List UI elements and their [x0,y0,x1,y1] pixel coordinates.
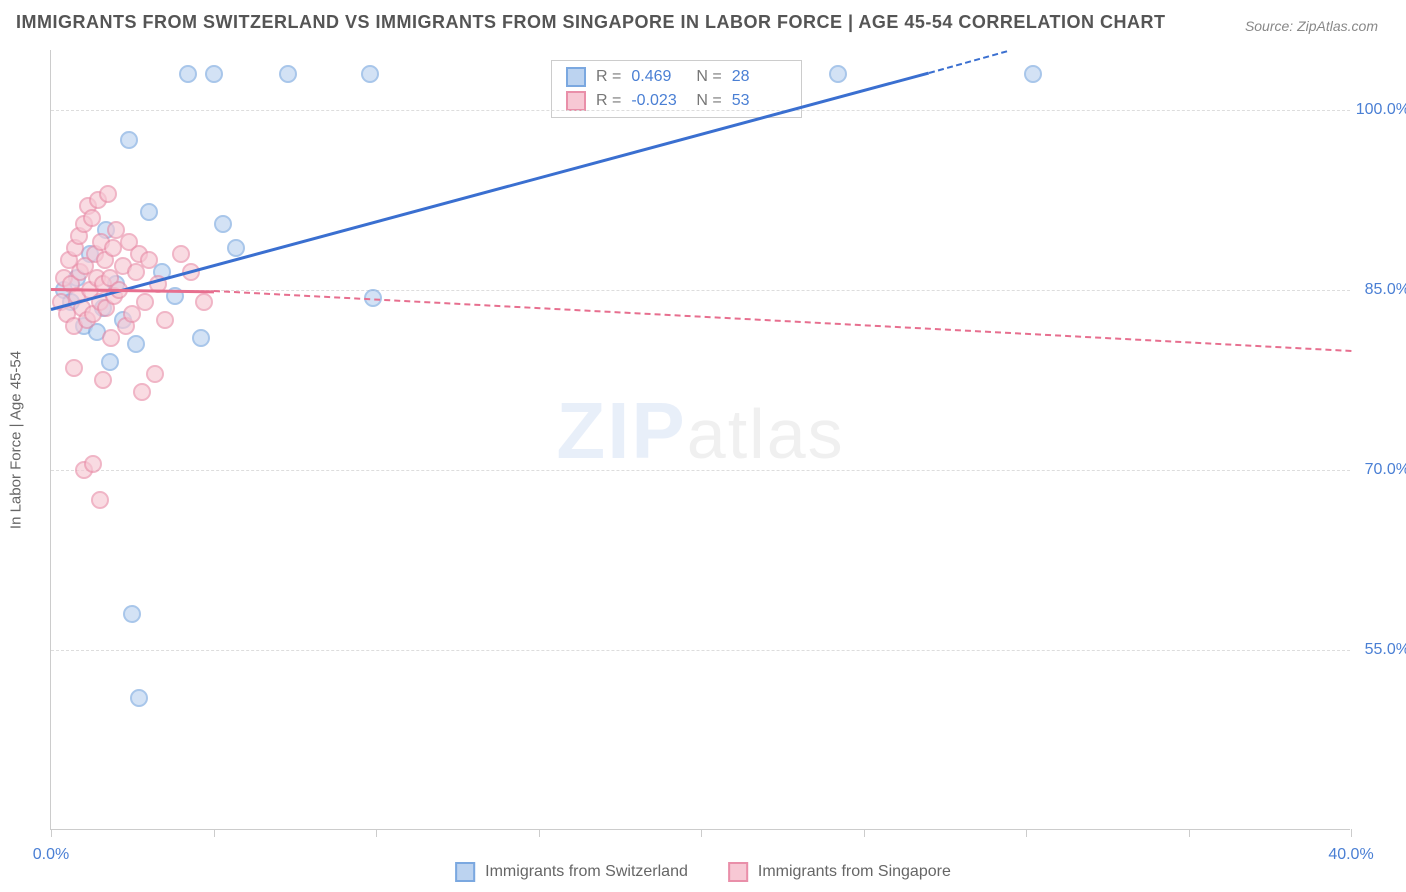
scatter-point [83,209,101,227]
scatter-point [227,239,245,257]
scatter-point [179,65,197,83]
bottom-legend: Immigrants from Switzerland Immigrants f… [455,862,951,882]
scatter-point [65,359,83,377]
stats-swatch [566,91,586,111]
scatter-point [140,251,158,269]
trend-line [51,72,929,311]
scatter-point [130,689,148,707]
legend-label-singapore: Immigrants from Singapore [758,863,951,881]
trend-line-extrapolation [928,50,1006,74]
gridline [51,470,1350,471]
scatter-point [279,65,297,83]
scatter-point [192,329,210,347]
trend-line-extrapolation [213,290,1351,352]
r-label: R = [596,92,621,110]
legend-label-switzerland: Immigrants from Switzerland [485,863,688,881]
y-axis-label: In Labor Force | Age 45-54 [8,350,25,528]
x-tick [376,829,377,837]
x-tick [1351,829,1352,837]
scatter-point [136,293,154,311]
scatter-point [195,293,213,311]
scatter-point [146,365,164,383]
x-tick-label: 0.0% [33,846,69,864]
scatter-point [84,455,102,473]
x-tick [864,829,865,837]
chart-area: In Labor Force | Age 45-54 ZIPatlas R =0… [50,50,1350,830]
n-label: N = [696,92,721,110]
stats-legend-row: R = 0.469 N = 28 [566,67,787,87]
scatter-point [156,311,174,329]
stats-legend-row: R = -0.023 N = 53 [566,91,787,111]
x-tick [1189,829,1190,837]
scatter-point [120,131,138,149]
r-value: -0.023 [631,92,686,110]
watermark: ZIPatlas [556,384,844,476]
scatter-point [127,335,145,353]
scatter-point [99,185,117,203]
scatter-point [205,65,223,83]
x-tick [701,829,702,837]
scatter-point [91,491,109,509]
source-label: Source: ZipAtlas.com [1245,18,1378,34]
legend-swatch-switzerland [455,862,475,882]
scatter-point [94,371,112,389]
watermark-light: atlas [687,394,845,472]
scatter-point [123,605,141,623]
y-tick-label: 85.0% [1365,281,1406,299]
gridline [51,110,1350,111]
watermark-bold: ZIP [556,385,686,474]
scatter-point [102,329,120,347]
n-value: 53 [732,92,787,110]
y-tick-label: 70.0% [1365,461,1406,479]
stats-swatch [566,67,586,87]
scatter-point [140,203,158,221]
r-value: 0.469 [631,68,686,86]
legend-swatch-singapore [728,862,748,882]
n-value: 28 [732,68,787,86]
legend-item-switzerland: Immigrants from Switzerland [455,862,688,882]
y-tick-label: 55.0% [1365,641,1406,659]
x-tick [1026,829,1027,837]
x-tick [214,829,215,837]
gridline [51,650,1350,651]
x-tick [539,829,540,837]
y-tick-label: 100.0% [1356,101,1406,119]
x-tick [51,829,52,837]
chart-title: IMMIGRANTS FROM SWITZERLAND VS IMMIGRANT… [16,12,1166,33]
scatter-point [172,245,190,263]
legend-item-singapore: Immigrants from Singapore [728,862,951,882]
scatter-point [1024,65,1042,83]
r-label: R = [596,68,621,86]
scatter-point [829,65,847,83]
x-tick-label: 40.0% [1328,846,1373,864]
n-label: N = [696,68,721,86]
scatter-point [133,383,151,401]
scatter-point [101,353,119,371]
scatter-point [361,65,379,83]
scatter-point [214,215,232,233]
